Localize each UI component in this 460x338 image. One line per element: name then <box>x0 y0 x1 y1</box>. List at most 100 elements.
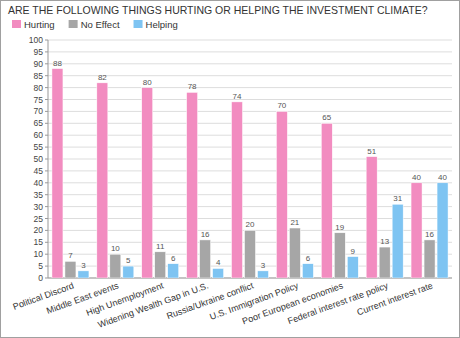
tick-label: 35 <box>34 190 44 200</box>
bar <box>276 111 287 278</box>
grid-line <box>48 159 452 160</box>
bar <box>245 230 256 278</box>
grid-line <box>48 147 452 148</box>
data-label: 6 <box>171 254 176 263</box>
bar <box>258 271 269 278</box>
grid-line <box>48 51 452 52</box>
bar <box>78 271 89 278</box>
data-label: 6 <box>306 254 311 263</box>
data-label: 5 <box>126 256 131 265</box>
tick-label: 20 <box>34 225 44 235</box>
bar <box>65 261 76 278</box>
data-label: 88 <box>53 59 62 68</box>
grid-line <box>48 218 452 219</box>
tick-label: 80 <box>34 83 44 93</box>
tick-label: 60 <box>34 130 44 140</box>
legend-swatch <box>134 20 143 28</box>
bar <box>155 252 166 278</box>
page: {"chart_data": { "type": "bar", "title":… <box>0 0 460 338</box>
grid-line <box>48 99 452 100</box>
bar <box>334 233 345 278</box>
grid-line <box>48 206 452 207</box>
tick-label: 70 <box>34 106 44 116</box>
data-label: 40 <box>438 173 447 182</box>
data-label: 13 <box>380 237 389 246</box>
legend-label: Hurting <box>24 19 55 30</box>
category-label: Middle East events <box>45 280 120 316</box>
bar <box>437 183 448 278</box>
data-label: 31 <box>393 194 402 203</box>
bar <box>97 83 108 278</box>
bar <box>168 264 179 278</box>
data-label: 80 <box>143 78 152 87</box>
data-label: 7 <box>68 251 73 260</box>
legend-label: No Effect <box>81 19 120 30</box>
data-label: 51 <box>367 147 376 156</box>
bar <box>289 228 300 278</box>
bar <box>321 123 332 278</box>
legend-label: Helping <box>146 19 178 30</box>
grid-line <box>48 87 452 88</box>
grid-line <box>48 111 452 112</box>
bar <box>424 240 435 278</box>
tick-label: 85 <box>34 71 44 81</box>
data-label: 70 <box>277 101 286 110</box>
tick-label: 55 <box>34 142 44 152</box>
data-label: 20 <box>246 220 255 229</box>
grid-line <box>48 182 452 183</box>
grid-line <box>48 123 452 124</box>
data-label: 40 <box>412 173 421 182</box>
tick-label: 75 <box>34 95 44 105</box>
tick-label: 90 <box>34 59 44 69</box>
bar <box>302 264 313 278</box>
data-label: 3 <box>81 261 86 270</box>
tick-label: 65 <box>34 118 44 128</box>
tick-label: 5 <box>38 261 43 271</box>
grid-line <box>48 75 452 76</box>
bar <box>213 268 224 278</box>
data-label: 4 <box>216 258 221 267</box>
bar <box>110 254 121 278</box>
bar <box>52 69 63 278</box>
bar <box>347 257 358 278</box>
bar <box>392 204 403 278</box>
data-label: 74 <box>233 92 242 101</box>
bar <box>232 102 243 278</box>
bar <box>142 88 153 278</box>
tick-label: 25 <box>34 214 44 224</box>
tick-label: 45 <box>34 166 44 176</box>
grid-line <box>48 135 452 136</box>
tick-label: 40 <box>34 178 44 188</box>
tick-label: 95 <box>34 47 44 57</box>
bar <box>123 266 134 278</box>
grid-line <box>48 194 452 195</box>
bars <box>52 69 448 278</box>
tick-label: 10 <box>34 249 44 259</box>
data-label: 21 <box>290 218 299 227</box>
bar <box>379 247 390 278</box>
data-label: 3 <box>261 261 266 270</box>
tick-label: 50 <box>34 154 44 164</box>
grid-line <box>48 63 452 64</box>
data-label: 10 <box>111 244 120 253</box>
bar <box>187 92 198 278</box>
data-label: 9 <box>351 247 356 256</box>
grid-line <box>48 40 452 41</box>
tick-label: 100 <box>29 35 43 45</box>
y-axis <box>48 40 49 278</box>
data-label: 65 <box>322 113 331 122</box>
tick-label: 30 <box>34 202 44 212</box>
tick-label: 15 <box>34 237 44 247</box>
grid-line <box>48 170 452 171</box>
title: ARE THE FOLLOWING THINGS HURTING OR HELP… <box>8 4 428 16</box>
tick-label: 0 <box>38 273 43 283</box>
chart: ARE THE FOLLOWING THINGS HURTING OR HELP… <box>0 0 460 338</box>
legend-swatch <box>69 20 78 28</box>
data-label: 16 <box>425 230 434 239</box>
category-label: Current interest rate <box>356 280 435 317</box>
data-label: 78 <box>188 82 197 91</box>
data-label: 11 <box>156 242 165 251</box>
data-label: 19 <box>335 223 344 232</box>
bar <box>411 183 422 278</box>
data-label: 16 <box>201 230 210 239</box>
